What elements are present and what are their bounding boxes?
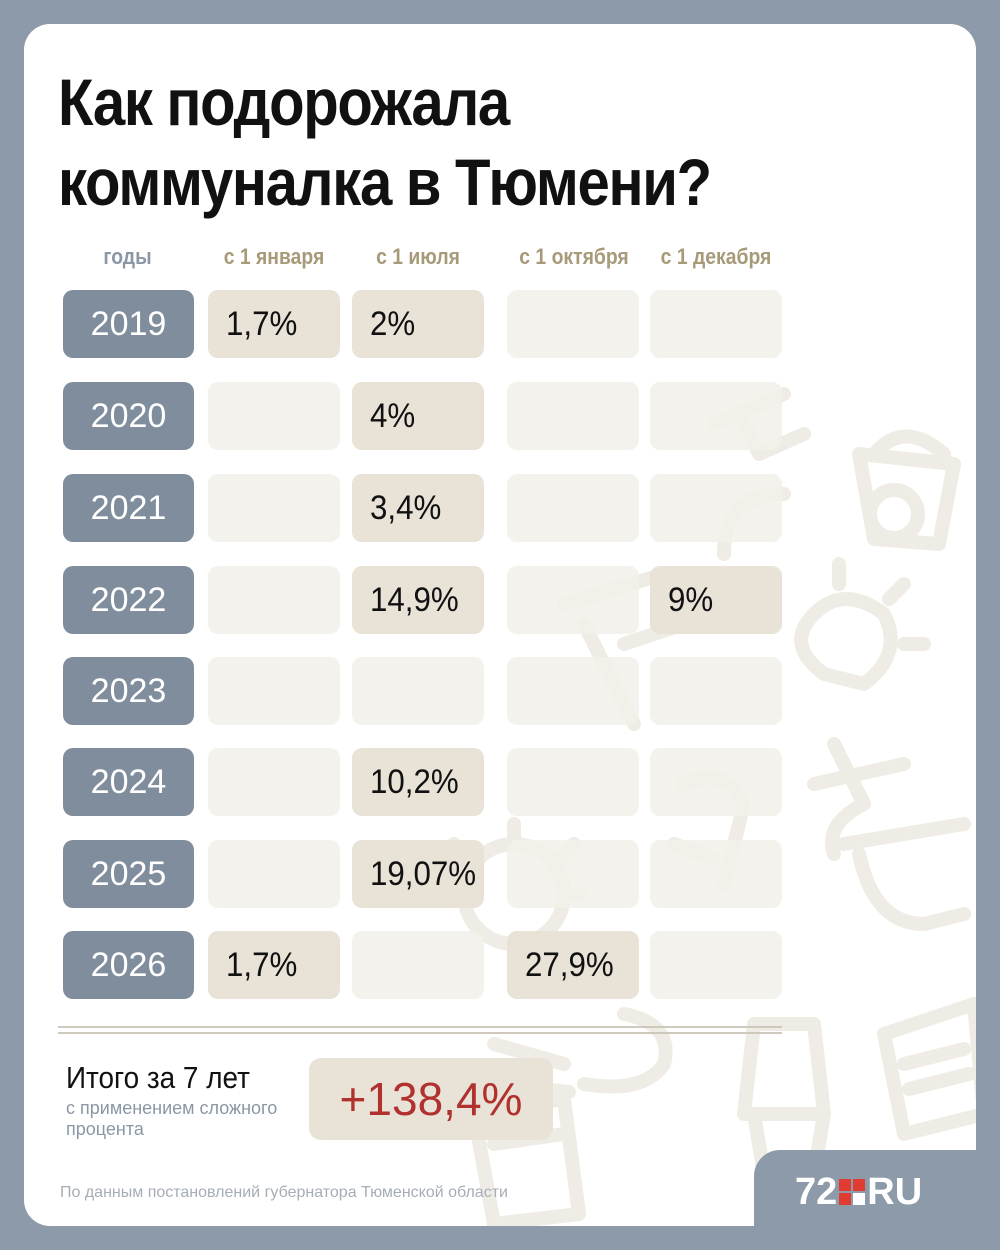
value-cell-october	[507, 566, 639, 634]
value-label: 2%	[370, 305, 416, 343]
value-cell-january: 1,7%	[208, 290, 340, 358]
year-cell: 2026	[63, 931, 194, 999]
value-cell-july	[352, 931, 484, 999]
logo-square-icon	[839, 1179, 866, 1205]
total-note: с применением сложного процента	[66, 1098, 278, 1139]
value-cell-january	[208, 657, 340, 725]
value-cell-december	[650, 931, 782, 999]
value-cell-december	[650, 840, 782, 908]
value-cell-january	[208, 748, 340, 816]
year-label: 2023	[90, 672, 167, 710]
year-label: 2020	[90, 397, 167, 435]
value-cell-october	[507, 290, 639, 358]
value-cell-july	[352, 657, 484, 725]
value-cell-july: 10,2%	[352, 748, 484, 816]
total-label: Итого за 7 лет	[66, 1060, 250, 1095]
value-label: 27,9%	[525, 946, 614, 984]
value-cell-october: 27,9%	[507, 931, 639, 999]
value-cell-december	[650, 657, 782, 725]
value-cell-january	[208, 382, 340, 450]
year-cell: 2020	[63, 382, 194, 450]
year-cell: 2024	[63, 748, 194, 816]
value-cell-july: 4%	[352, 382, 484, 450]
year-cell: 2019	[63, 290, 194, 358]
value-label: 1,7%	[226, 305, 298, 343]
year-label: 2024	[90, 763, 167, 801]
value-cell-january	[208, 566, 340, 634]
value-cell-october	[507, 474, 639, 542]
year-cell: 2022	[63, 566, 194, 634]
year-cell: 2023	[63, 657, 194, 725]
value-cell-january	[208, 474, 340, 542]
total-value-badge: +138,4%	[309, 1058, 553, 1140]
infographic-card: Как подорожала коммуналка в Тюмени? годы…	[24, 24, 976, 1226]
value-cell-july: 2%	[352, 290, 484, 358]
logo-domain: RU	[867, 1171, 923, 1213]
total-value: +138,4%	[339, 1073, 523, 1125]
title-line-2: коммуналка в Тюмени?	[58, 145, 712, 219]
value-label: 4%	[370, 397, 416, 435]
year-cell: 2025	[63, 840, 194, 908]
value-label: 1,7%	[226, 946, 298, 984]
value-cell-october	[507, 382, 639, 450]
header-october: с 1 октября	[519, 244, 629, 269]
header-july: с 1 июля	[376, 244, 460, 269]
source-note: По данным постановлений губернатора Тюме…	[60, 1184, 508, 1201]
value-cell-july: 14,9%	[352, 566, 484, 634]
value-cell-december	[650, 290, 782, 358]
year-cell: 2021	[63, 474, 194, 542]
value-label: 19,07%	[370, 855, 477, 893]
year-label: 2025	[90, 855, 167, 893]
title-line-1: Как подорожала	[58, 65, 510, 139]
header-january: с 1 января	[223, 244, 325, 269]
value-cell-october	[507, 748, 639, 816]
year-label: 2026	[90, 946, 167, 984]
header-years: годы	[103, 244, 152, 269]
value-cell-december	[650, 382, 782, 450]
value-cell-october	[507, 840, 639, 908]
site-logo: 72 RU	[795, 1172, 922, 1212]
value-label: 3,4%	[370, 489, 442, 527]
value-cell-december: 9%	[650, 566, 782, 634]
value-label: 10,2%	[370, 763, 459, 801]
year-label: 2021	[90, 489, 167, 527]
header-december: с 1 декабря	[660, 244, 772, 269]
year-label: 2019	[90, 305, 167, 343]
value-cell-december	[650, 474, 782, 542]
value-cell-october	[507, 657, 639, 725]
year-label: 2022	[90, 581, 167, 619]
page-title: Как подорожала коммуналка в Тюмени?	[58, 62, 712, 222]
value-cell-december	[650, 748, 782, 816]
divider	[58, 1032, 782, 1034]
value-cell-july: 3,4%	[352, 474, 484, 542]
value-cell-july: 19,07%	[352, 840, 484, 908]
logo-number: 72	[795, 1171, 838, 1213]
value-label: 14,9%	[370, 581, 459, 619]
logo-plate	[754, 1150, 1000, 1250]
value-cell-january	[208, 840, 340, 908]
value-cell-january: 1,7%	[208, 931, 340, 999]
value-label: 9%	[668, 581, 714, 619]
divider	[58, 1026, 782, 1028]
